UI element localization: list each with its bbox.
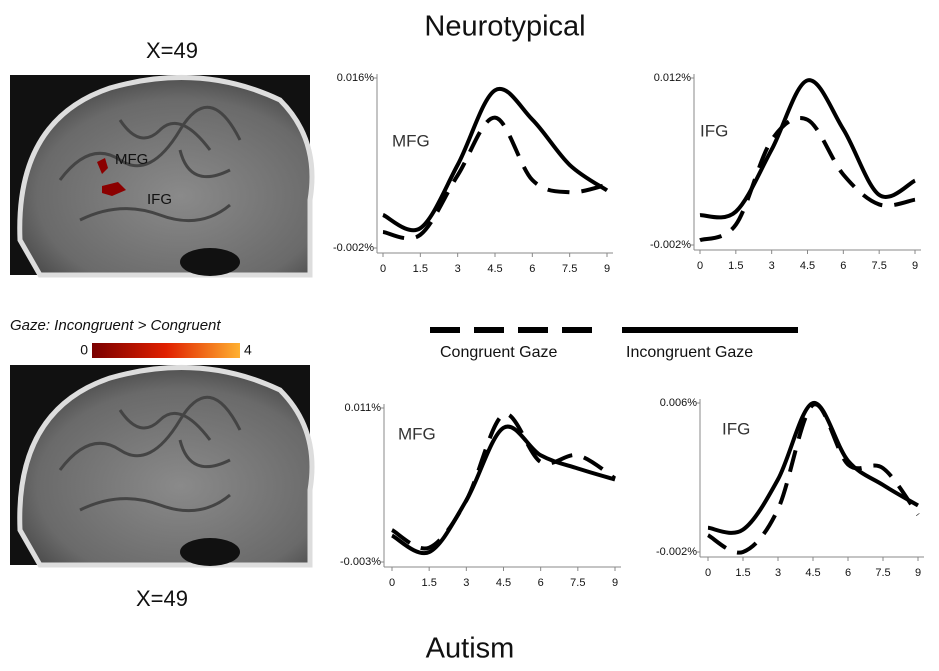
- brain-label: X=49: [136, 586, 188, 611]
- x-tick-label: 4.5: [800, 260, 815, 272]
- x-tick-label: 3: [463, 577, 469, 589]
- y-tick-label: -0.003%: [340, 556, 381, 568]
- x-tick-label: 1.5: [728, 260, 743, 272]
- x-tick-label: 7.5: [570, 577, 585, 589]
- x-tick-label: 7.5: [875, 567, 890, 579]
- x-tick-label: 3: [455, 263, 461, 275]
- brain-label: X=49: [146, 38, 198, 63]
- page: { "header": {"title": "Neurotypical", "f…: [0, 0, 939, 671]
- annotation: IFG: [722, 419, 750, 438]
- x-tick-label: 9: [915, 567, 921, 579]
- x-tick-label: 6: [529, 263, 535, 275]
- x-tick-label: 4.5: [496, 577, 511, 589]
- x-tick-label: 7.5: [562, 263, 577, 275]
- chart: -0.003% 0.011% 0 1.5 3 4.5 6 7.5 9 MFG: [340, 402, 621, 589]
- annotation: MFG: [392, 131, 430, 150]
- y-tick-label: -0.002%: [333, 242, 374, 254]
- region-label: MFG: [115, 151, 148, 168]
- x-tick-label: 0: [389, 577, 395, 589]
- region-label: IFG: [147, 191, 172, 208]
- x-tick-label: 9: [612, 577, 618, 589]
- x-tick-label: 0: [380, 263, 386, 275]
- x-tick-label: 9: [604, 263, 610, 275]
- brain-image: MFG IFG: [10, 75, 312, 276]
- y-tick-label: 0.006%: [660, 397, 698, 409]
- chart: -0.002% 0.012% 0 1.5 3 4.5 6 7.5 9 IFG: [650, 72, 921, 272]
- x-tick-label: 0: [705, 567, 711, 579]
- x-tick-label: 4.5: [487, 263, 502, 275]
- x-tick-label: 9: [912, 260, 918, 272]
- y-tick-label: 0.016%: [337, 72, 375, 84]
- colorbar-label: Gaze: Incongruent > Congruent: [10, 317, 221, 334]
- x-tick-label: 3: [769, 260, 775, 272]
- annotation: IFG: [700, 121, 728, 140]
- colorbar-max: 4: [244, 342, 252, 358]
- x-tick-label: 6: [538, 577, 544, 589]
- brain-image: [10, 365, 312, 566]
- legend-label: Incongruent Gaze: [626, 344, 753, 361]
- y-tick-label: -0.002%: [656, 546, 697, 558]
- line-series: [700, 118, 915, 240]
- x-tick-label: 6: [840, 260, 846, 272]
- x-tick-label: 1.5: [735, 567, 750, 579]
- x-tick-label: 1.5: [413, 263, 428, 275]
- line-series: [700, 80, 915, 217]
- title: Neurotypical: [424, 11, 585, 43]
- x-tick-label: 6: [845, 567, 851, 579]
- legend: Congruent Gaze Incongruent Gaze: [430, 330, 798, 361]
- chart: -0.002% 0.016% 0 1.5 3 4.5 6 7.5 9 MFG: [333, 72, 613, 275]
- footer-title: Autism: [426, 633, 515, 665]
- x-tick-label: 0: [697, 260, 703, 272]
- x-tick-label: 1.5: [422, 577, 437, 589]
- figure: Neurotypical Autism X=49 MFG IFG Gaze: I…: [0, 0, 939, 671]
- annotation: MFG: [398, 424, 436, 443]
- x-tick-label: 7.5: [872, 260, 887, 272]
- line-series: [392, 427, 615, 554]
- x-tick-label: 4.5: [805, 567, 820, 579]
- chart: -0.002% 0.006% 0 1.5 3 4.5 6 7.5 9 IFG: [656, 397, 924, 579]
- x-tick-label: 3: [775, 567, 781, 579]
- line-series: [383, 89, 607, 230]
- colorbar-min: 0: [80, 342, 88, 358]
- legend-label: Congruent Gaze: [440, 344, 558, 361]
- colorbar: [92, 343, 240, 358]
- y-tick-label: 0.011%: [345, 402, 382, 414]
- y-tick-label: 0.012%: [654, 72, 692, 84]
- y-tick-label: -0.002%: [650, 239, 691, 251]
